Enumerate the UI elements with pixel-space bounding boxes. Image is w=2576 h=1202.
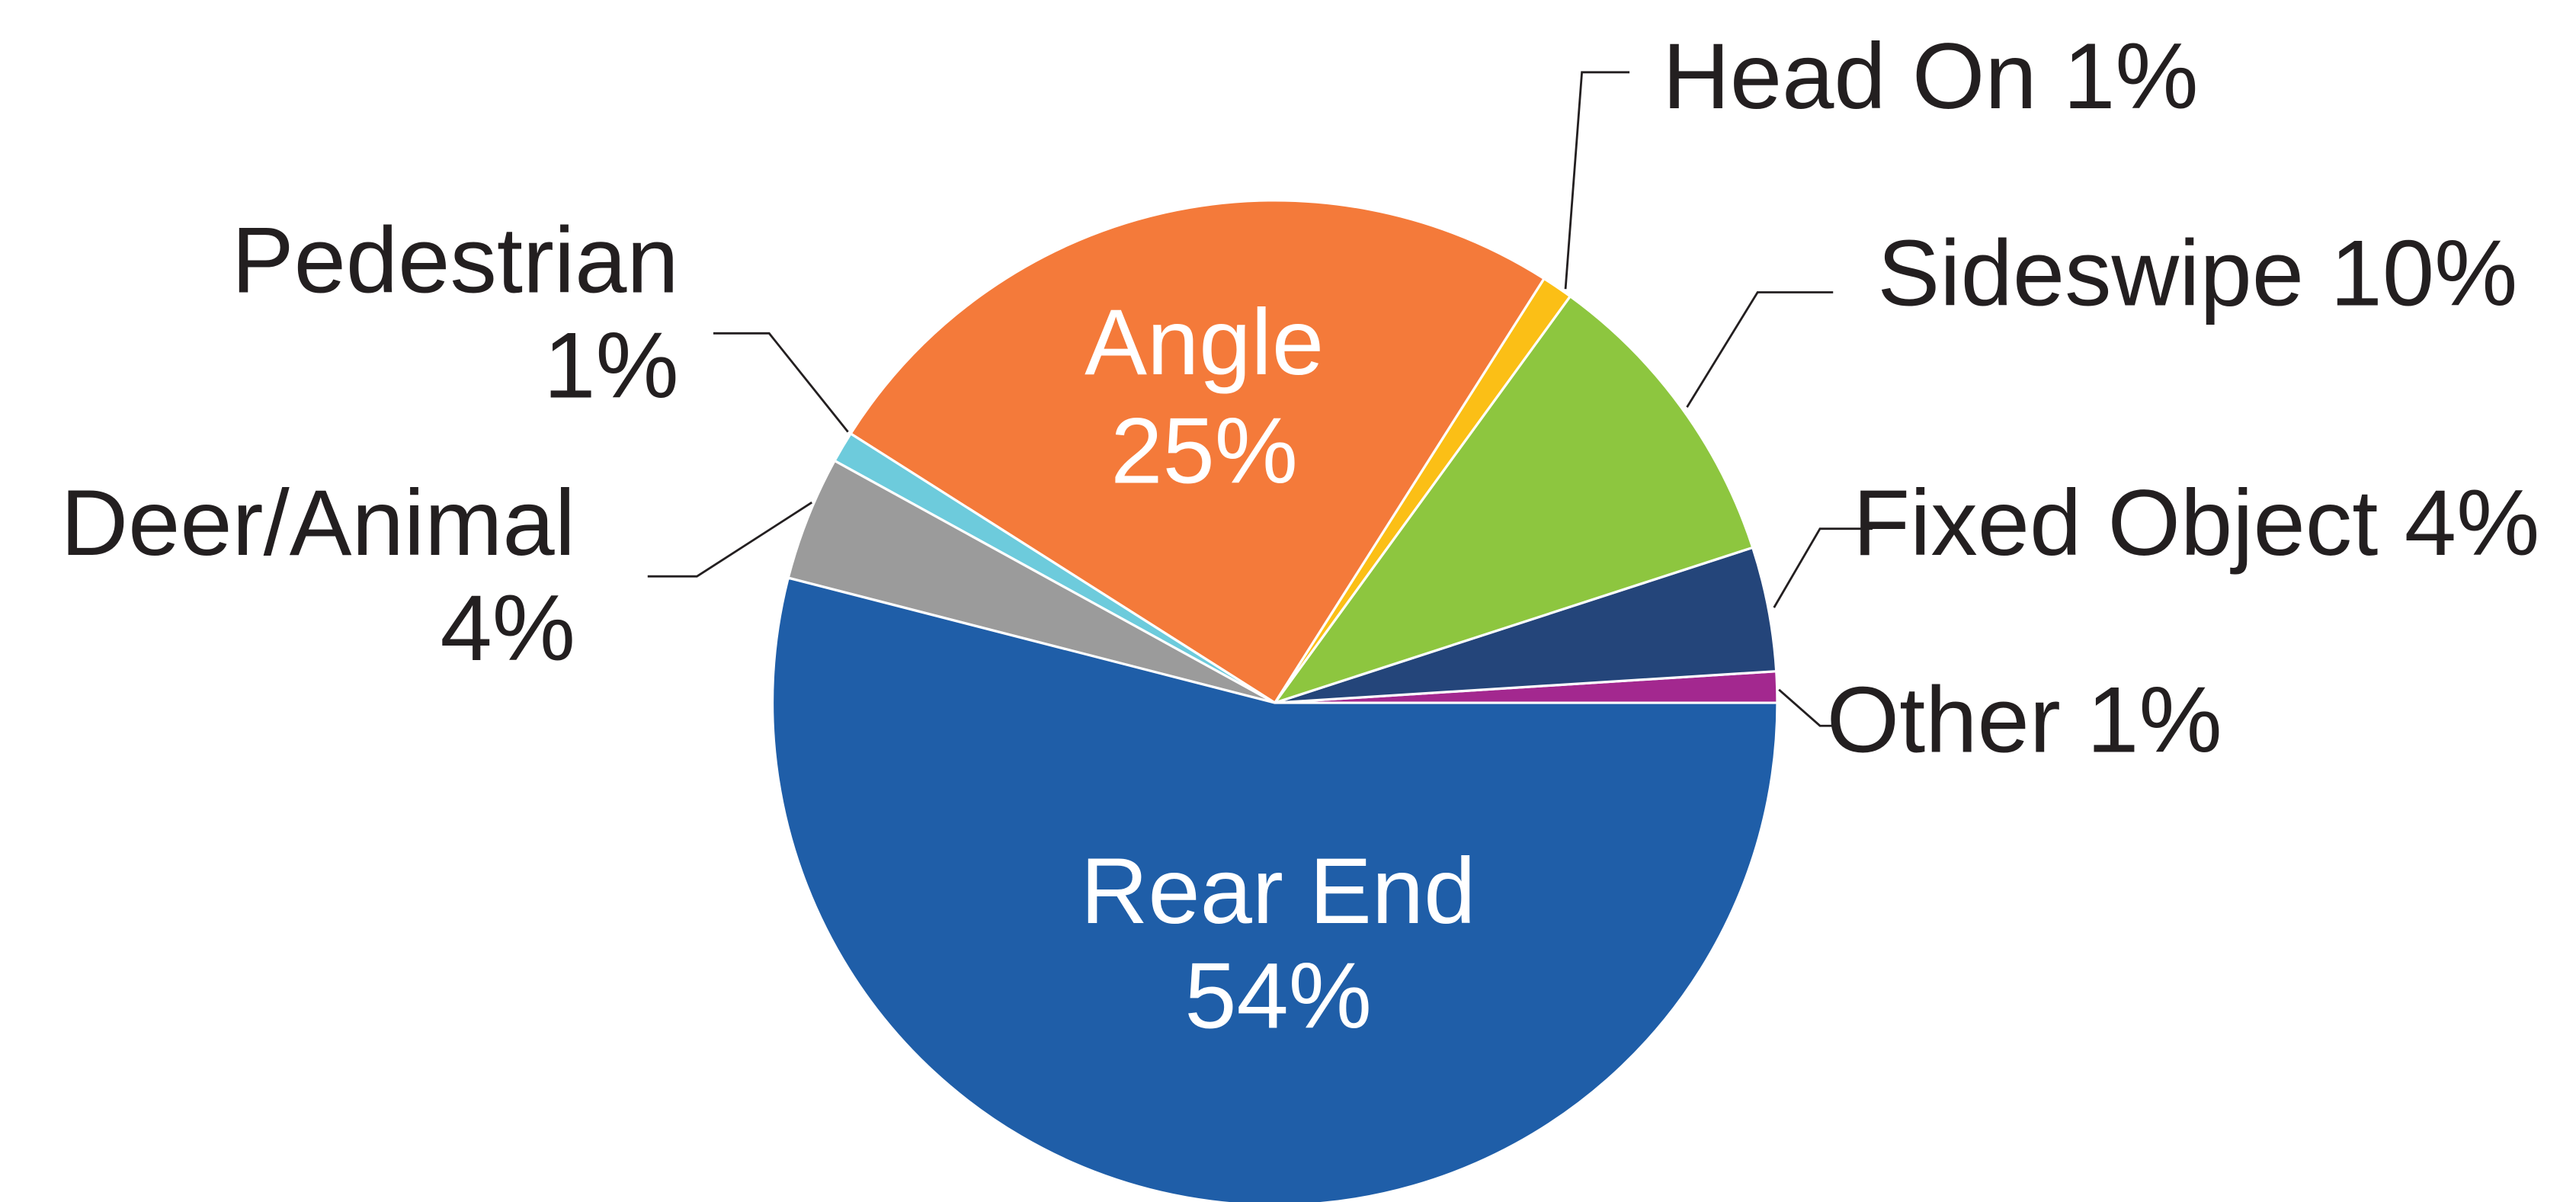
leader-line xyxy=(1778,688,1840,727)
pie-slice xyxy=(1271,294,1754,706)
slice-name: Pedestrian xyxy=(232,208,679,313)
pie-slice xyxy=(848,199,1546,705)
slice-value: 4% xyxy=(2405,471,2539,575)
leader-line xyxy=(1564,71,1630,290)
slice-label: Fixed Object 4% xyxy=(1853,471,2539,575)
slice-value: 1% xyxy=(2087,668,2222,773)
slice-value: 10% xyxy=(2331,222,2518,326)
slice-label: Sideswipe 10% xyxy=(1877,222,2517,326)
slice-name: Other xyxy=(1827,668,2061,773)
slice-value: 54% xyxy=(1184,944,1372,1049)
pie-slice xyxy=(771,576,1779,1202)
slice-value: 1% xyxy=(543,313,678,418)
leader-line xyxy=(647,502,812,578)
slice-name: Angle xyxy=(1085,290,1324,395)
slice-value: 1% xyxy=(2063,24,2198,129)
slice-label: Head On 1% xyxy=(1662,24,2198,129)
slice-name: Deer/Animal xyxy=(60,471,575,575)
slice-name: Sideswipe xyxy=(1877,222,2304,326)
slice-name: Head On xyxy=(1662,24,2036,129)
slice-value: 25% xyxy=(1110,399,1298,503)
leader-line xyxy=(1773,527,1873,608)
slice-value: 4% xyxy=(441,576,575,681)
slice-label: Other 1% xyxy=(1827,668,2222,773)
leader-line xyxy=(713,332,849,433)
leader-line xyxy=(1686,291,1834,409)
slice-name: Rear End xyxy=(1081,839,1476,944)
slice-name: Fixed Object xyxy=(1853,471,2378,575)
